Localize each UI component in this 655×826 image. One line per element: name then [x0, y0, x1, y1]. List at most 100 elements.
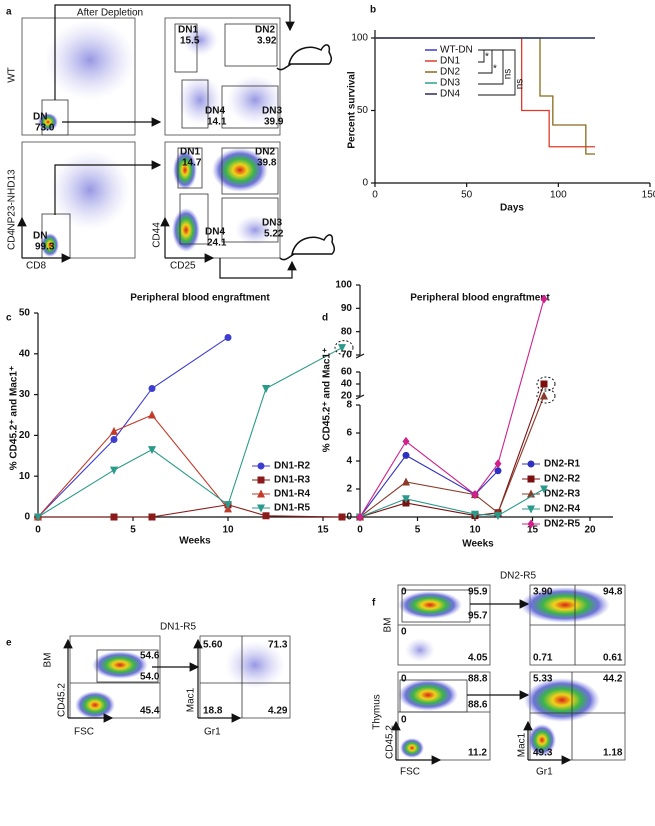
y-tick-label: 30 — [19, 389, 31, 400]
y-tick-label: 40 — [19, 348, 31, 359]
data-point — [494, 512, 502, 521]
panel-label: b — [370, 5, 376, 16]
y-tick-label: 0 — [362, 178, 368, 189]
annotation: ns — [503, 69, 514, 80]
data-point — [262, 512, 270, 520]
legend-marker — [527, 519, 535, 529]
y-tick-label: 50 — [357, 105, 369, 116]
data-point — [262, 384, 270, 393]
gate-value: 49.3 — [533, 748, 553, 759]
gate-value: 5.22 — [264, 229, 284, 240]
gate — [181, 79, 209, 129]
legend-label: DN2-R4 — [544, 504, 581, 515]
legend-label: DN2-R3 — [544, 489, 581, 500]
axis-label: Gr1 — [536, 767, 553, 778]
data-point — [338, 344, 346, 353]
row-label: Thymus — [372, 694, 383, 730]
density-cloud — [398, 591, 462, 619]
mouse-body — [288, 44, 333, 65]
x-tick-label: 50 — [461, 190, 473, 201]
data-point — [338, 513, 346, 521]
data-point — [540, 485, 548, 494]
legend-label: DN2-R1 — [544, 459, 581, 470]
data-point — [34, 513, 42, 522]
density-cloud — [528, 724, 556, 756]
gate-value: 11.2 — [468, 748, 487, 759]
row-label: BM — [43, 653, 54, 668]
gate-value: 0.71 — [533, 653, 553, 664]
density-cloud — [45, 20, 135, 100]
density-cloud — [50, 150, 130, 230]
data-point — [402, 495, 410, 504]
gate-value: 88.6 — [468, 700, 488, 711]
data-point — [110, 426, 118, 435]
data-point — [540, 294, 548, 304]
highlight-circle — [334, 340, 354, 356]
density-cloud — [405, 638, 435, 662]
arrow — [54, 4, 295, 100]
gate — [221, 85, 279, 129]
mouse-tail — [276, 63, 292, 71]
panel-label: f — [372, 598, 376, 609]
x-tick-label: 10 — [222, 525, 234, 536]
y-axis-label: Percent survival — [347, 71, 358, 148]
gate-value: 1.18 — [603, 748, 623, 759]
axis-label: CD8 — [26, 261, 46, 272]
gate-value: 14.7 — [182, 158, 202, 169]
y-tick-label: 60 — [341, 367, 353, 378]
survival-curve — [375, 37, 595, 155]
gate — [224, 23, 278, 67]
legend-label: DN4 — [440, 89, 460, 100]
x-tick-label: 100 — [550, 190, 567, 201]
gate — [401, 589, 471, 623]
gate-value: 0 — [401, 715, 407, 726]
x-axis-label: Weeks — [179, 536, 211, 547]
data-point — [540, 391, 548, 400]
gate-value: 45.4 — [140, 706, 160, 717]
data-point — [148, 410, 156, 419]
y-tick-label: 20 — [341, 391, 353, 402]
data-point — [402, 436, 410, 446]
axis-label: CD45.2 — [385, 725, 396, 759]
axis-label: FSC — [400, 767, 420, 778]
legend-marker — [257, 476, 265, 484]
legend-marker — [527, 475, 535, 483]
y-tick-label: 4 — [346, 456, 352, 467]
y-tick-label: 6 — [346, 428, 352, 439]
gate-value: 24.1 — [207, 238, 227, 249]
gate — [221, 197, 279, 243]
y-tick-label: 100 — [335, 280, 352, 291]
density-cloud — [400, 738, 424, 758]
panel-label: e — [6, 638, 12, 649]
y-tick-label: 10 — [19, 471, 31, 482]
bracket — [478, 49, 504, 85]
bracket — [478, 49, 485, 63]
gate-value: 5.33 — [533, 674, 553, 685]
gate-value: 14.1 — [207, 117, 227, 128]
y-axis-label: % CD45.2⁺ and Mac1⁺ — [322, 348, 333, 452]
flow-plots — [21, 17, 626, 761]
y-tick-label: 8 — [346, 400, 352, 411]
x-axis-label: Weeks — [462, 539, 494, 550]
density-cloud — [75, 691, 115, 719]
legend-label: DN2-R5 — [544, 519, 581, 530]
axis-label: FSC — [74, 727, 94, 738]
y-tick-label: 80 — [341, 326, 353, 337]
gate-value: 95.9 — [468, 587, 488, 598]
gate-value: 5.60 — [203, 640, 223, 651]
gate-name: DN1 — [178, 25, 198, 36]
gate-value: 54.0 — [140, 672, 160, 683]
gate-value: 0 — [401, 587, 407, 598]
y-axis-label: % CD45.2⁺ and Mac1⁺ — [9, 366, 20, 470]
data-point — [471, 510, 479, 519]
y-tick-label: 20 — [19, 430, 31, 441]
legend-label: DN3 — [440, 78, 460, 89]
x-tick-label: 10 — [469, 525, 481, 536]
panel-label: a — [6, 7, 12, 18]
gate-value: 4.05 — [468, 653, 488, 664]
legend-label: DN2 — [440, 67, 460, 78]
gate-value: 0 — [401, 627, 407, 638]
x-tick-label: 20 — [584, 525, 596, 536]
y-tick-label: 90 — [341, 303, 353, 314]
panel-title: DN2-R5 — [500, 571, 537, 582]
